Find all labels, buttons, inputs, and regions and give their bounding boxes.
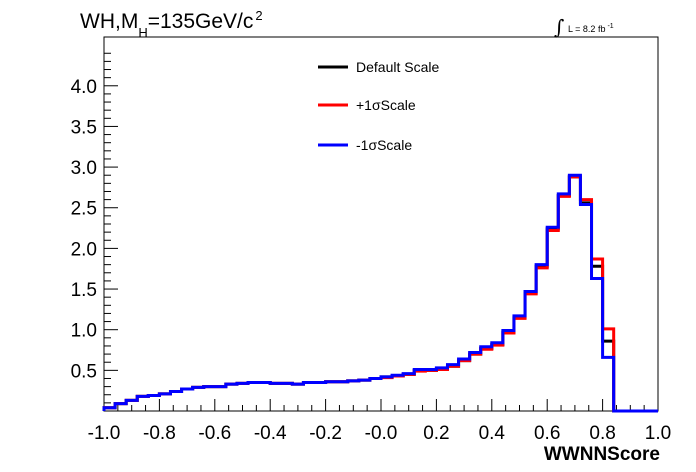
y-tick-label: 1.0 xyxy=(71,321,97,342)
x-tick-label: 0.4 xyxy=(479,423,506,444)
x-tick-label: -0.0 xyxy=(365,423,398,444)
y-tick-label: 3.0 xyxy=(71,158,97,179)
legend-label-minus1sigma: -1σScale xyxy=(356,137,412,153)
legend-label-default: Default Scale xyxy=(356,59,439,75)
y-tick-label: 4.0 xyxy=(71,77,97,98)
luminosity-text: L = 8.2 fb xyxy=(568,24,605,34)
y-tick-label: 1.5 xyxy=(71,280,97,301)
x-tick-label: -1.0 xyxy=(88,423,121,444)
x-tick-label: -0.8 xyxy=(143,423,176,444)
luminosity-label: L = 8.2 fb -1 xyxy=(568,23,614,34)
y-tick-label: 2.5 xyxy=(71,199,97,220)
plot-frame xyxy=(103,36,659,412)
y-tick-label: 0.5 xyxy=(71,361,97,382)
x-axis: -1.0 -0.8 -0.6 -0.4 -0.2 -0.0 0.2 0.4 0.6 0.8 1.0 xyxy=(88,399,671,444)
title-value: =135GeV/c xyxy=(148,10,254,33)
luminosity-superscript: -1 xyxy=(607,23,613,30)
y-tick-label: 2.0 xyxy=(71,239,97,260)
x-tick-label: -0.4 xyxy=(254,423,287,444)
legend-label-plus1sigma: +1σScale xyxy=(356,97,416,113)
title-subscript: H xyxy=(138,25,147,40)
x-tick-label: 1.0 xyxy=(645,423,671,444)
series-minus1sigma-scale xyxy=(102,173,658,413)
x-tick-label: -0.6 xyxy=(198,423,231,444)
y-tick-label: 3.5 xyxy=(71,117,97,138)
series-layer xyxy=(102,173,658,413)
x-tick-label: -0.2 xyxy=(309,423,342,444)
legend: Default Scale +1σScale -1σScale xyxy=(318,59,439,153)
chart-title: WH,MH=135GeV/c 2 xyxy=(80,8,263,40)
x-tick-label: 0.8 xyxy=(589,423,615,444)
x-axis-title: WWNNScore xyxy=(544,444,660,465)
luminosity-integral-symbol: ∫ xyxy=(554,15,564,39)
title-main: WH,M xyxy=(80,10,138,33)
x-tick-label: 0.6 xyxy=(534,423,560,444)
x-tick-label: 0.2 xyxy=(423,423,449,444)
y-axis: 0.5 1.0 1.5 2.0 2.5 3.0 3.5 4.0 xyxy=(71,52,118,404)
title-superscript: 2 xyxy=(255,8,262,23)
